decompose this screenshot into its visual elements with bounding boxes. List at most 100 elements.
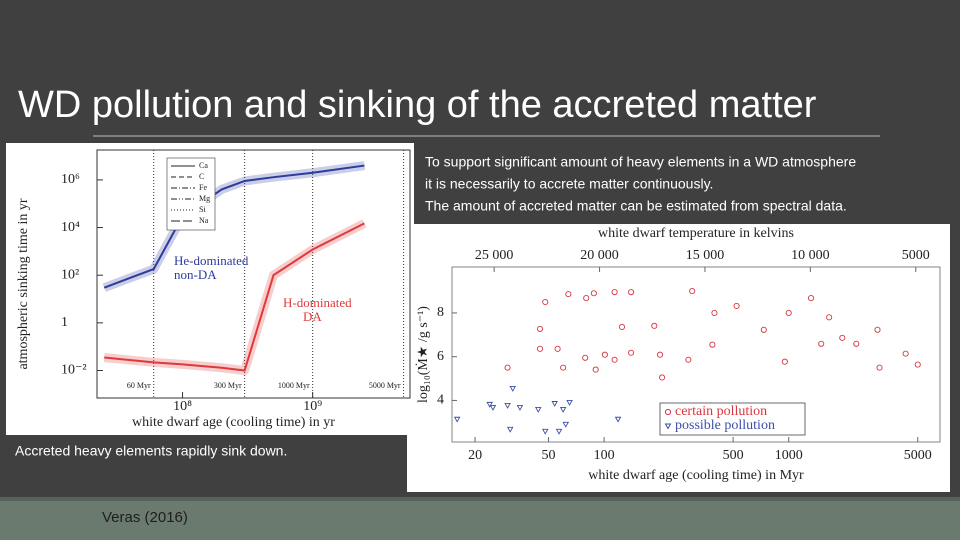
x-tick-label: 100 (594, 448, 615, 463)
x2-tick-label: 15 000 (686, 248, 725, 263)
point (709, 341, 716, 348)
legend-marker (664, 408, 672, 416)
point (876, 364, 883, 371)
caption: Accreted heavy elements rapidly sink dow… (15, 443, 287, 459)
point (565, 291, 572, 298)
x-tick-label: 10⁸ (173, 399, 192, 414)
point (566, 399, 573, 406)
citation: Veras (2016) (102, 509, 188, 526)
y-tick-label: 4 (437, 393, 444, 408)
point (542, 298, 549, 306)
point (651, 322, 658, 329)
point (685, 356, 692, 363)
point (785, 309, 792, 316)
plot-frame (451, 266, 941, 443)
body-text: it is necessarily to accrete matter cont… (425, 176, 713, 192)
legend-label: Si (199, 205, 206, 214)
point (658, 374, 666, 381)
x-tick-label: 20 (468, 448, 482, 463)
point (506, 426, 514, 433)
point (611, 356, 618, 363)
x-tick-label: 500 (723, 448, 744, 463)
point (826, 314, 833, 321)
point (486, 401, 493, 408)
figure-panel (407, 224, 950, 492)
point (818, 340, 825, 347)
x2-axis-label: white dwarf temperature in kelvins (598, 226, 794, 241)
point (601, 351, 608, 358)
point (760, 326, 767, 333)
point (516, 404, 524, 411)
series-line (104, 222, 365, 372)
x-axis-label: white dwarf age (cooling time) in Myr (588, 468, 804, 483)
point (853, 340, 860, 347)
point (541, 428, 549, 435)
x2-tick-label: 5000 (902, 248, 930, 263)
reference-label: 5000 Myr (369, 381, 401, 390)
y-tick-label: 8 (437, 305, 444, 320)
y-axis-label: log₁₀(Ṁ★ /g s⁻¹) (415, 306, 431, 403)
footer-bar (0, 497, 960, 540)
legend-label: certain pollution (675, 404, 767, 419)
point (504, 364, 511, 371)
point (583, 295, 590, 302)
x-tick-label: 10⁹ (303, 399, 322, 414)
point (807, 295, 815, 302)
x2-tick-label: 20 000 (580, 248, 619, 263)
point (535, 406, 542, 413)
legend-label: Fe (199, 183, 207, 192)
point (537, 345, 544, 352)
point (537, 325, 544, 332)
x-tick-label: 1000 (775, 448, 803, 463)
point (559, 406, 567, 413)
x2-tick-label: 25 000 (475, 248, 514, 263)
point (902, 350, 909, 357)
point (733, 302, 740, 309)
point (614, 416, 622, 423)
legend-box (659, 402, 806, 436)
reference-label: 1000 Myr (278, 381, 310, 390)
slide-title: WD pollution and sinking of the accreted… (18, 84, 817, 126)
y-tick-label: 10⁻² (61, 363, 87, 378)
footer-strip (0, 497, 960, 501)
y-tick-label: 10⁴ (61, 220, 80, 235)
point (489, 404, 497, 411)
point (781, 358, 788, 365)
x-tick-label: 5000 (904, 448, 932, 463)
legend-marker (664, 423, 672, 430)
point (628, 289, 635, 296)
legend-label: Mg (199, 194, 210, 203)
point (592, 366, 599, 373)
x-tick-label: 50 (542, 448, 556, 463)
reference-label: 60 Myr (127, 381, 151, 390)
legend-label: C (199, 172, 204, 181)
point (562, 421, 570, 428)
point (551, 401, 558, 407)
body-text: To support significant amount of heavy e… (425, 154, 856, 170)
body-text: The amount of accreted matter can be est… (425, 198, 847, 214)
x2-tick-label: 10 000 (791, 248, 830, 263)
y-tick-label: 10⁶ (61, 172, 80, 187)
point (711, 309, 718, 316)
y-tick-label: 6 (437, 349, 444, 364)
point (914, 361, 921, 368)
point (560, 364, 567, 371)
point (689, 288, 696, 295)
plot-frame (96, 149, 411, 399)
point (611, 289, 618, 296)
reference-label: 300 Myr (214, 381, 242, 390)
point (839, 334, 846, 341)
point (554, 345, 561, 352)
point (555, 428, 563, 435)
series-label: DA (303, 309, 322, 324)
x-axis-label: white dwarf age (cooling time) in yr (132, 415, 335, 430)
point (582, 354, 589, 361)
legend-label: Na (199, 216, 209, 225)
point (509, 385, 517, 392)
point (874, 326, 881, 333)
y-tick-label: 1 (61, 315, 68, 330)
point (657, 351, 664, 358)
charts: 10⁻² 1 10² 10⁴ 10⁶ 10⁸ 10⁹ 60 Myr 300 Myr 1000 My… (16, 149, 941, 483)
